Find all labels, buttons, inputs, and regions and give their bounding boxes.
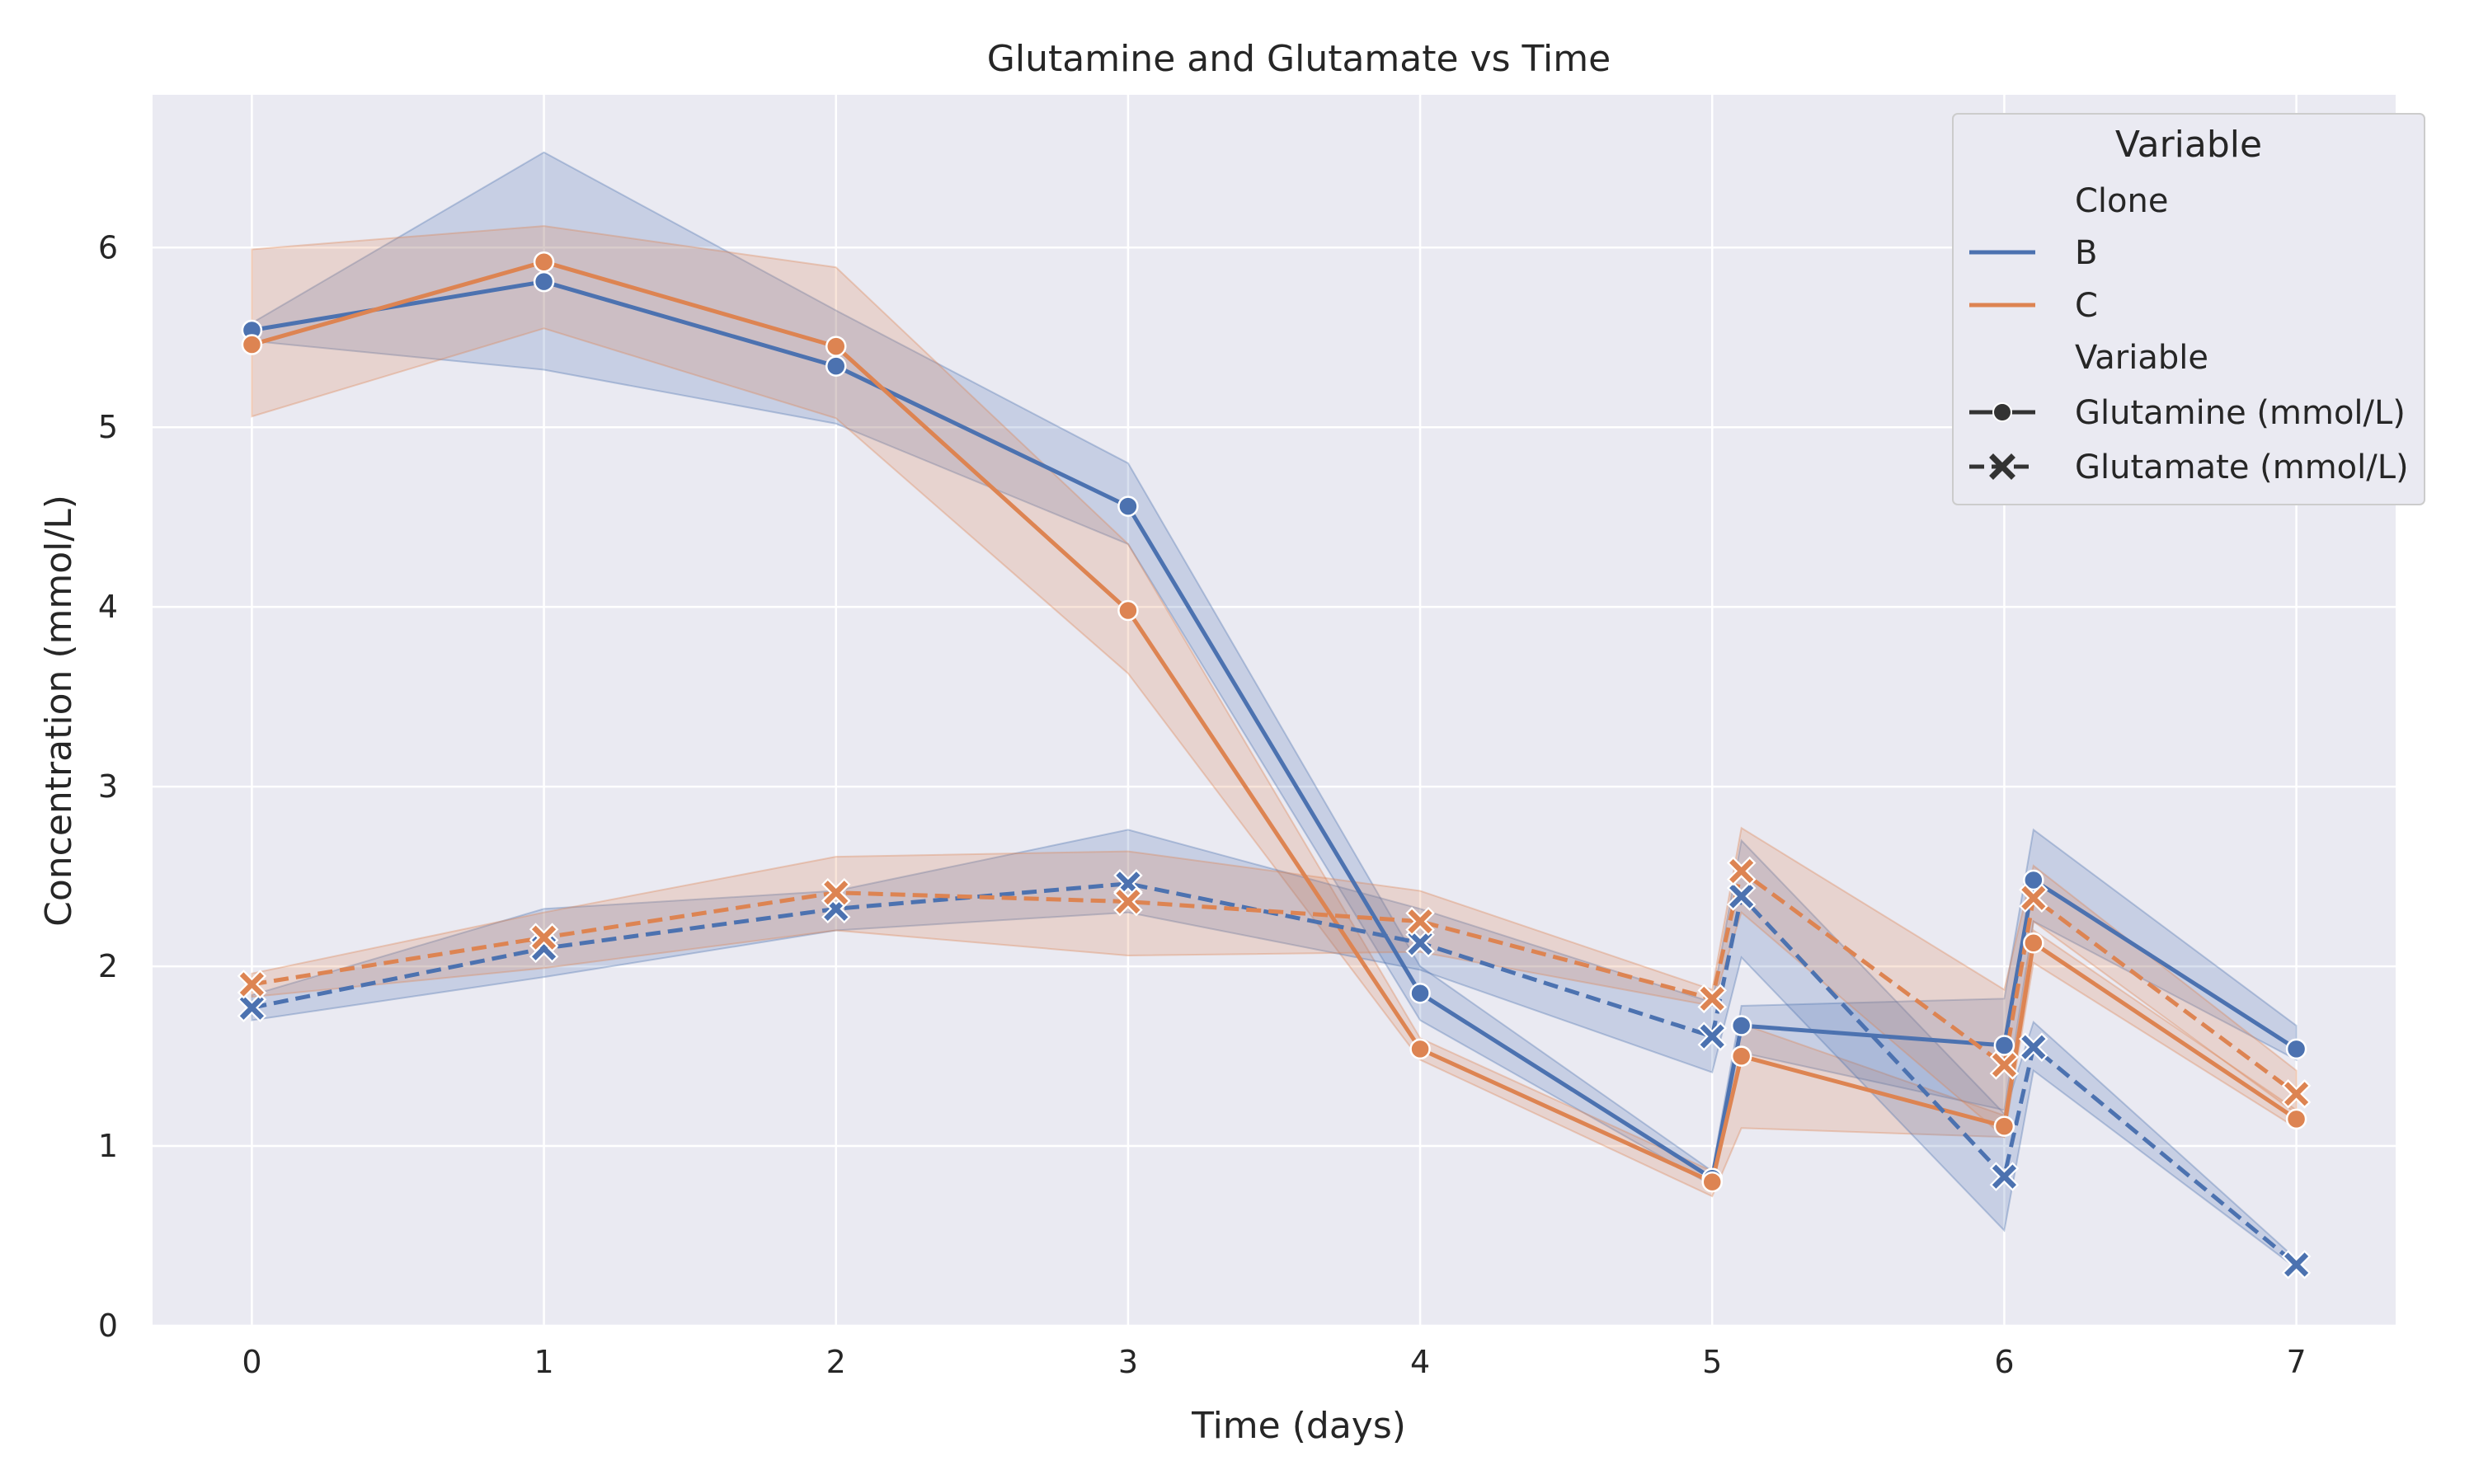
data-point-c-glutamine xyxy=(2023,932,2044,954)
data-point-c-glutamate xyxy=(529,923,559,952)
marker-x xyxy=(239,995,265,1020)
x-tick-label: 2 xyxy=(826,1344,846,1380)
x-axis-label: Time (days) xyxy=(1191,1405,1406,1447)
data-point-b-glutamine xyxy=(2285,1038,2307,1060)
legend-marker-glutamate xyxy=(1989,453,2015,480)
y-tick-label: 3 xyxy=(98,768,118,805)
data-point-c-glutamate xyxy=(2019,883,2048,913)
marker-x xyxy=(824,881,849,905)
data-point-c-glutamine xyxy=(241,334,263,355)
data-point-c-glutamine xyxy=(1701,1171,1723,1193)
marker-x xyxy=(2284,1082,2309,1106)
data-point-b-glutamine xyxy=(1993,1035,2015,1056)
x-tick-label: 1 xyxy=(534,1344,553,1380)
data-point-b-glutamine xyxy=(1409,983,1431,1004)
data-point-b-glutamate xyxy=(1726,881,1757,911)
data-point-c-glutamate xyxy=(1726,856,1757,886)
data-point-b-glutamine xyxy=(825,355,847,377)
marker-x xyxy=(2021,885,2046,910)
data-point-b-glutamine xyxy=(533,270,555,293)
data-point-c-glutamine xyxy=(1730,1045,1752,1067)
legend-title: Variable xyxy=(2115,124,2262,166)
data-point-b-glutamine xyxy=(2023,869,2044,891)
y-axis-label: Concentration (mmol/L) xyxy=(38,495,80,927)
legend-label-clone-c: C xyxy=(2075,287,2098,325)
x-tick-label: 4 xyxy=(1410,1344,1430,1380)
series-lines xyxy=(251,260,2298,1266)
data-point-b-glutamate xyxy=(1405,928,1435,958)
x-tick-label: 7 xyxy=(2286,1344,2306,1380)
series-markers xyxy=(237,251,2312,1280)
data-point-c-glutamine xyxy=(825,336,847,357)
data-point-b-glutamate xyxy=(1989,1162,2020,1191)
y-tick-label: 6 xyxy=(98,229,118,265)
data-point-b-glutamate xyxy=(2019,1032,2048,1062)
data-point-b-glutamate xyxy=(2281,1250,2312,1280)
marker-x xyxy=(531,925,557,950)
series-line-b-glutamine xyxy=(252,279,2298,1181)
marker-x xyxy=(1700,986,1724,1011)
legend-marker-glutamine xyxy=(1992,402,2012,422)
series-line-b-glutamate xyxy=(251,881,2298,1266)
legend: Variable Clone B C Variable Glutamine (m… xyxy=(1952,113,2425,505)
x-tick-label: 5 xyxy=(1702,1344,1722,1380)
data-point-c-glutamine xyxy=(533,251,555,273)
marker-x xyxy=(239,972,265,997)
data-point-c-glutamine xyxy=(1117,599,1139,622)
marker-x xyxy=(1729,884,1754,909)
legend-style-header: Variable xyxy=(2075,339,2208,377)
x-tick-label: 0 xyxy=(242,1344,261,1380)
data-point-c-glutamate xyxy=(1113,886,1143,917)
y-tick-label: 4 xyxy=(98,589,118,625)
legend-hue-header: Clone xyxy=(2075,182,2168,220)
data-point-c-glutamate xyxy=(821,877,851,908)
x-tick-label: 3 xyxy=(1118,1344,1138,1380)
data-point-c-glutamine xyxy=(1993,1115,2015,1137)
data-point-b-glutamate xyxy=(1113,869,1143,899)
data-point-c-glutamate xyxy=(1405,906,1435,937)
series-line-c-glutamine xyxy=(251,260,2298,1185)
marker-x xyxy=(1116,871,1141,896)
x-tick-label: 6 xyxy=(1994,1344,2014,1380)
marker-x xyxy=(2021,1035,2046,1059)
legend-box xyxy=(1952,113,2425,505)
x-tick-labels: 0 1 2 3 4 5 6 7 xyxy=(242,1344,2306,1380)
marker-x xyxy=(1992,1053,2017,1078)
series-line-c-glutamate xyxy=(252,869,2298,1096)
marker-x xyxy=(1408,909,1432,934)
data-point-c-glutamate xyxy=(2281,1079,2312,1109)
y-tick-label: 1 xyxy=(98,1128,118,1164)
data-point-c-glutamate xyxy=(1989,1050,2020,1080)
legend-label-glutamate: Glutamate (mmol/L) xyxy=(2075,448,2409,486)
marker-x xyxy=(1729,858,1754,884)
chart-title: Glutamine and Glutamate vs Time xyxy=(987,38,1611,80)
data-point-b-glutamine xyxy=(1730,1015,1752,1036)
data-point-b-glutamate xyxy=(237,993,267,1022)
y-tick-label: 0 xyxy=(98,1308,118,1344)
data-point-c-glutamine xyxy=(2285,1108,2307,1130)
legend-label-glutamine: Glutamine (mmol/L) xyxy=(2075,394,2406,432)
data-point-b-glutamate xyxy=(1697,1021,1728,1051)
legend-label-clone-b: B xyxy=(2075,234,2097,272)
ci-band-b-glutamine xyxy=(251,151,2298,1187)
data-point-b-glutamine xyxy=(1117,495,1139,517)
data-point-c-glutamate xyxy=(237,970,267,999)
marker-x xyxy=(1700,1024,1724,1049)
y-tick-label: 5 xyxy=(98,409,118,445)
y-tick-labels: 0 1 2 3 4 5 6 xyxy=(98,229,118,1344)
marker-x xyxy=(1116,890,1141,914)
marker-x xyxy=(1992,1164,2017,1189)
y-tick-label: 2 xyxy=(98,948,118,984)
marker-x xyxy=(2284,1252,2309,1277)
data-point-c-glutamine xyxy=(1409,1038,1431,1060)
marker-x xyxy=(1408,931,1432,956)
data-point-c-glutamate xyxy=(1697,984,1728,1014)
